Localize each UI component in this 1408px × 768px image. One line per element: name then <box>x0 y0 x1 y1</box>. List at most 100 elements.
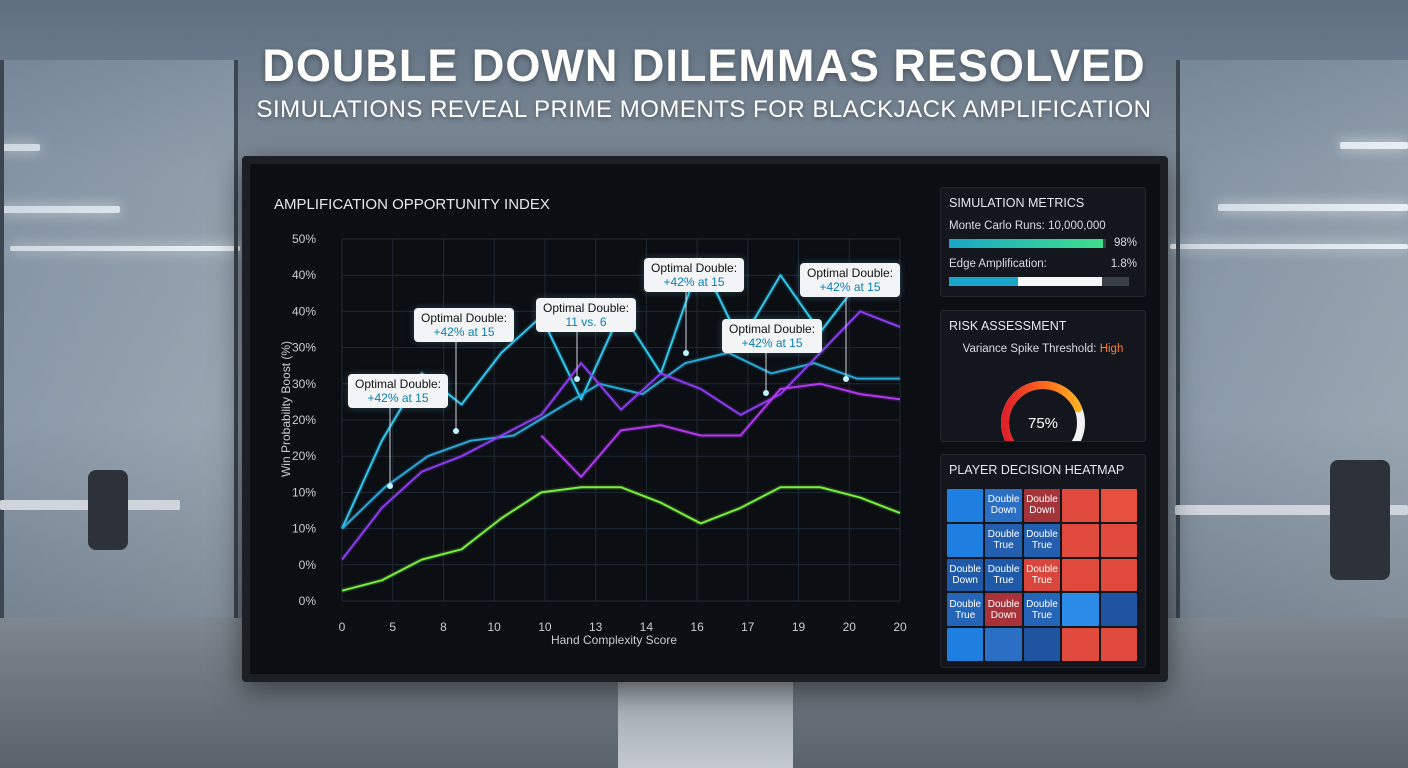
heatmap-cell: Double True <box>985 558 1022 592</box>
monitor: AMPLIFICATION OPPORTUNITY INDEX 0% 0% 10% 1… <box>242 156 1168 682</box>
x-axis-label: Hand Complexity Score <box>551 633 677 647</box>
annotation-label: Optimal Double: <box>651 261 738 275</box>
annotation-value: +42% at 15 <box>819 280 881 294</box>
risk-assessment-panel: RISK ASSESSMENT Variance Spike Threshold… <box>940 310 1146 442</box>
x-tick-label: 10 <box>488 620 502 634</box>
decision-heatmap-panel: PLAYER DECISION HEATMAP Double Down Doubl… <box>940 454 1146 668</box>
heatmap-cell <box>947 489 984 522</box>
line-chart: 0% 0% 10% 10% 20% 20% 30% 30% 40% 40% 50% 0 5 8 10 10 13… <box>279 232 907 647</box>
annotation-value: +42% at 15 <box>367 391 429 405</box>
annotation-value: +42% at 15 <box>663 275 725 289</box>
y-tick-label: 40% <box>292 268 316 282</box>
x-tick-label: 14 <box>640 620 654 634</box>
chart-title: AMPLIFICATION OPPORTUNITY INDEX <box>274 196 550 213</box>
y-tick-label: 10% <box>292 485 316 499</box>
decision-heatmap-grid: Double Down Double Down Double True Double … <box>947 489 1137 661</box>
x-tick-label: 16 <box>690 620 704 634</box>
annotation-value: 11 vs. 6 <box>565 315 607 329</box>
ceiling-light <box>1170 244 1408 249</box>
heatmap-cell <box>947 523 984 557</box>
y-tick-label: 40% <box>292 304 316 318</box>
y-tick-label: 0% <box>299 558 317 572</box>
ceiling-light <box>1218 204 1408 211</box>
annotation-value: +42% at 15 <box>741 336 803 350</box>
heatmap-cell: Double Down <box>985 593 1022 627</box>
annotation-callout: Optimal Double: +42% at 15 <box>348 374 449 408</box>
heatmap-cell <box>985 628 1022 661</box>
ceiling-light <box>0 206 120 213</box>
ceiling-light <box>0 144 40 151</box>
gauge-value: 75% <box>1027 415 1059 432</box>
runs-progress-bar <box>949 239 1106 248</box>
panel-title: SIMULATION METRICS <box>949 196 1085 210</box>
x-tick-label: 0 <box>339 620 346 634</box>
annotation-marker <box>843 376 849 382</box>
risk-gauge <box>1001 381 1085 441</box>
annotation-label: Optimal Double: <box>543 301 630 315</box>
office-chair <box>88 470 128 550</box>
threshold-level: High <box>1099 343 1124 355</box>
x-tick-label: 13 <box>589 620 603 634</box>
annotation-callout: Optimal Double: 11 vs. 6 <box>536 298 637 332</box>
office-chair <box>1330 460 1390 580</box>
x-tick-label: 5 <box>389 620 396 634</box>
annotation-marker <box>683 350 689 356</box>
y-axis-label: Win Probability Boost (%) <box>279 341 293 477</box>
heatmap-cell: Double True <box>947 593 984 627</box>
heatmap-cell <box>1062 489 1099 522</box>
heatmap-cell: Double True <box>1023 593 1061 627</box>
series-line <box>341 310 901 561</box>
series-line <box>341 351 900 530</box>
annotation-marker <box>387 483 393 489</box>
edge-progress-fill <box>949 277 1102 286</box>
glass-wall <box>0 60 238 660</box>
y-tick-label: 10% <box>292 522 316 536</box>
annotation-value: +42% at 15 <box>433 325 495 339</box>
y-tick-label: 50% <box>292 232 316 246</box>
x-tick-label: 19 <box>792 620 806 634</box>
heatmap-cell <box>1100 489 1137 522</box>
annotation-callout: Optimal Double: +42% at 15 <box>644 258 745 292</box>
heatmap-cell <box>1062 558 1099 592</box>
heatmap-cell: Double Down <box>1023 489 1061 522</box>
annotation-label: Optimal Double: <box>421 311 508 325</box>
annotation-callout: Optimal Double: +42% at 15 <box>414 308 515 342</box>
annotation-marker <box>574 376 580 382</box>
panel-title: RISK ASSESSMENT <box>949 319 1067 333</box>
panel-title: PLAYER DECISION HEATMAP <box>949 463 1125 477</box>
heatmap-cell: Double True <box>1023 523 1061 557</box>
heatmap-cell <box>1062 593 1099 627</box>
heatmap-cell <box>1100 628 1137 661</box>
annotation-callout: Optimal Double: +42% at 15 <box>722 319 823 353</box>
monte-carlo-runs-label: Monte Carlo Runs: 10,000,000 <box>949 220 1106 232</box>
x-tick-label: 20 <box>893 620 907 634</box>
heatmap-cell <box>1100 523 1137 557</box>
page-subheadline: SIMULATIONS REVEAL PRIME MOMENTS FOR BLA… <box>256 96 1152 123</box>
y-tick-label: 0% <box>299 594 317 608</box>
series-glow <box>341 484 901 594</box>
variance-threshold-label: Variance Spike Threshold: High <box>941 343 1145 355</box>
heatmap-cell <box>1062 628 1099 661</box>
heatmap-cell <box>1100 593 1137 627</box>
heatmap-cell: Double Down <box>985 489 1022 522</box>
edge-progress-bar <box>949 277 1129 286</box>
y-tick-label: 30% <box>292 377 316 391</box>
heatmap-cell <box>1100 558 1137 592</box>
edge-amplification-label: Edge Amplification: <box>949 258 1047 270</box>
page-headline: DOUBLE DOWN DILEMMAS RESOLVED <box>262 40 1146 91</box>
series-line <box>540 382 901 478</box>
annotation-marker <box>763 390 769 396</box>
heatmap-cell: Double True <box>985 523 1022 557</box>
x-tick-label: 10 <box>538 620 552 634</box>
x-tick-label: 8 <box>440 620 447 634</box>
heatmap-cell <box>947 628 984 661</box>
runs-percent: 98% <box>1113 237 1137 249</box>
ceiling-light <box>1340 142 1408 149</box>
runs-progress-fill <box>949 239 1103 248</box>
heatmap-cell: Double Down <box>947 558 984 592</box>
heatmap-cell <box>1062 523 1099 557</box>
monitor-stand <box>618 678 793 768</box>
dashboard-screen: AMPLIFICATION OPPORTUNITY INDEX 0% 0% 10% 1… <box>250 164 1160 674</box>
y-tick-label: 20% <box>292 449 316 463</box>
y-tick-label: 30% <box>292 341 316 355</box>
